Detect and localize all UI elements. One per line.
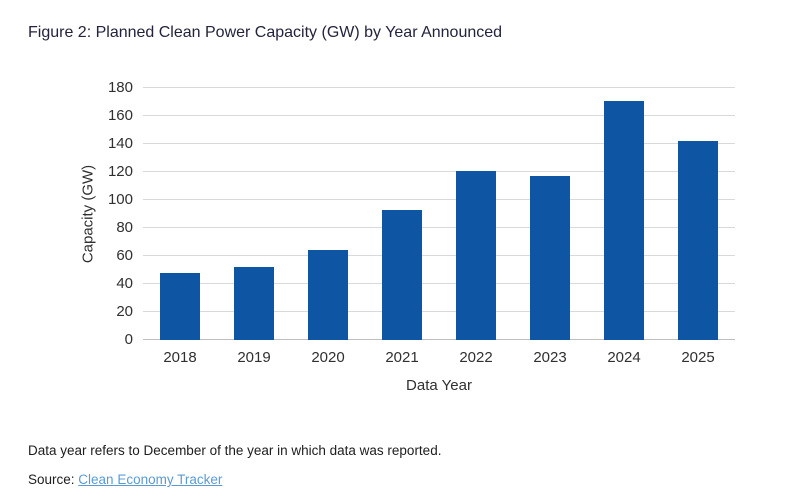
x-tick-label-2020: 2020 xyxy=(311,349,345,366)
y-tick-label-80: 80 xyxy=(116,219,133,236)
gridline-80 xyxy=(143,227,735,228)
y-tick-label-120: 120 xyxy=(107,163,133,180)
y-tick-label-0: 0 xyxy=(124,331,133,348)
x-tick-label-2025: 2025 xyxy=(681,349,715,366)
y-tick-label-20: 20 xyxy=(116,303,133,320)
bar-2018 xyxy=(160,272,200,340)
gridline-100 xyxy=(143,199,735,200)
y-tick-label-100: 100 xyxy=(107,191,133,208)
footnote: Data year refers to December of the year… xyxy=(28,443,442,458)
y-tick-label-160: 160 xyxy=(107,107,133,124)
source-label: Source: xyxy=(28,472,75,487)
gridline-20 xyxy=(143,311,735,312)
source-line: Source: Clean Economy Tracker xyxy=(28,472,222,487)
y-tick-label-180: 180 xyxy=(107,79,133,96)
plot-area xyxy=(143,87,735,340)
source-link[interactable]: Clean Economy Tracker xyxy=(78,472,223,487)
gridline-180 xyxy=(143,87,735,88)
gridline-160 xyxy=(143,115,735,116)
x-tick-label-2021: 2021 xyxy=(385,349,419,366)
gridline-60 xyxy=(143,255,735,256)
bar-2021 xyxy=(382,209,422,340)
y-tick-label-140: 140 xyxy=(107,135,133,152)
figure-title: Figure 2: Planned Clean Power Capacity (… xyxy=(28,24,503,41)
bar-2023 xyxy=(530,176,570,340)
x-axis-title: Data Year xyxy=(406,377,472,394)
bar-2025 xyxy=(678,141,718,340)
x-tick-label-2024: 2024 xyxy=(607,349,641,366)
gridline-0 xyxy=(143,339,735,340)
bar-2019 xyxy=(234,267,274,340)
y-tick-label-60: 60 xyxy=(116,247,133,264)
gridline-140 xyxy=(143,143,735,144)
bar-2020 xyxy=(308,250,348,340)
x-tick-label-2018: 2018 xyxy=(163,349,197,366)
x-tick-label-2019: 2019 xyxy=(237,349,271,366)
y-tick-label-40: 40 xyxy=(116,275,133,292)
gridline-40 xyxy=(143,283,735,284)
x-tick-label-2022: 2022 xyxy=(459,349,493,366)
bar-2024 xyxy=(604,100,644,340)
x-tick-label-2023: 2023 xyxy=(533,349,567,366)
gridline-120 xyxy=(143,171,735,172)
bar-2022 xyxy=(456,170,496,340)
